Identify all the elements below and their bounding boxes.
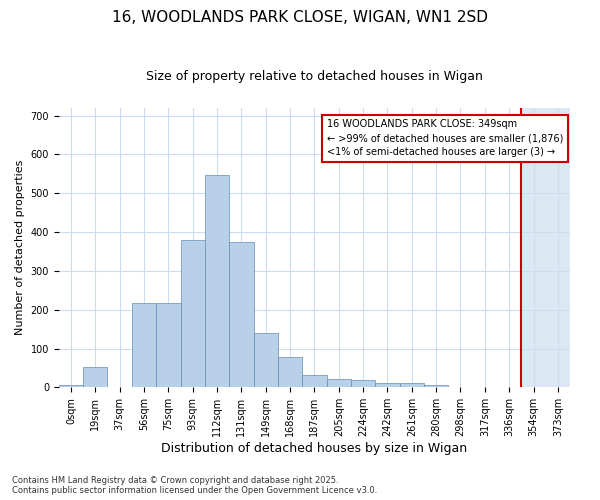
Text: 16 WOODLANDS PARK CLOSE: 349sqm
← >99% of detached houses are smaller (1,876)
<1: 16 WOODLANDS PARK CLOSE: 349sqm ← >99% o… (326, 120, 563, 158)
Bar (59, 384, 83, 388)
Text: 16, WOODLANDS PARK CLOSE, WIGAN, WN1 2SD: 16, WOODLANDS PARK CLOSE, WIGAN, WN1 2SD (112, 10, 488, 25)
Bar (205, 174, 229, 388)
Bar (351, 380, 375, 388)
Text: Contains HM Land Registry data © Crown copyright and database right 2025.
Contai: Contains HM Land Registry data © Crown c… (12, 476, 377, 495)
Bar (156, 302, 181, 388)
Bar (254, 333, 278, 388)
X-axis label: Distribution of detached houses by size in Wigan: Distribution of detached houses by size … (161, 442, 467, 455)
Bar (83, 367, 107, 388)
Bar (521, 108, 570, 388)
Bar (181, 240, 205, 388)
Bar (278, 357, 302, 388)
Bar (326, 379, 351, 388)
Bar (375, 384, 400, 388)
Title: Size of property relative to detached houses in Wigan: Size of property relative to detached ho… (146, 70, 483, 83)
Bar (400, 384, 424, 388)
Y-axis label: Number of detached properties: Number of detached properties (15, 160, 25, 335)
Bar (424, 386, 448, 388)
Bar (229, 242, 254, 388)
Bar (302, 374, 326, 388)
Bar (132, 302, 156, 388)
